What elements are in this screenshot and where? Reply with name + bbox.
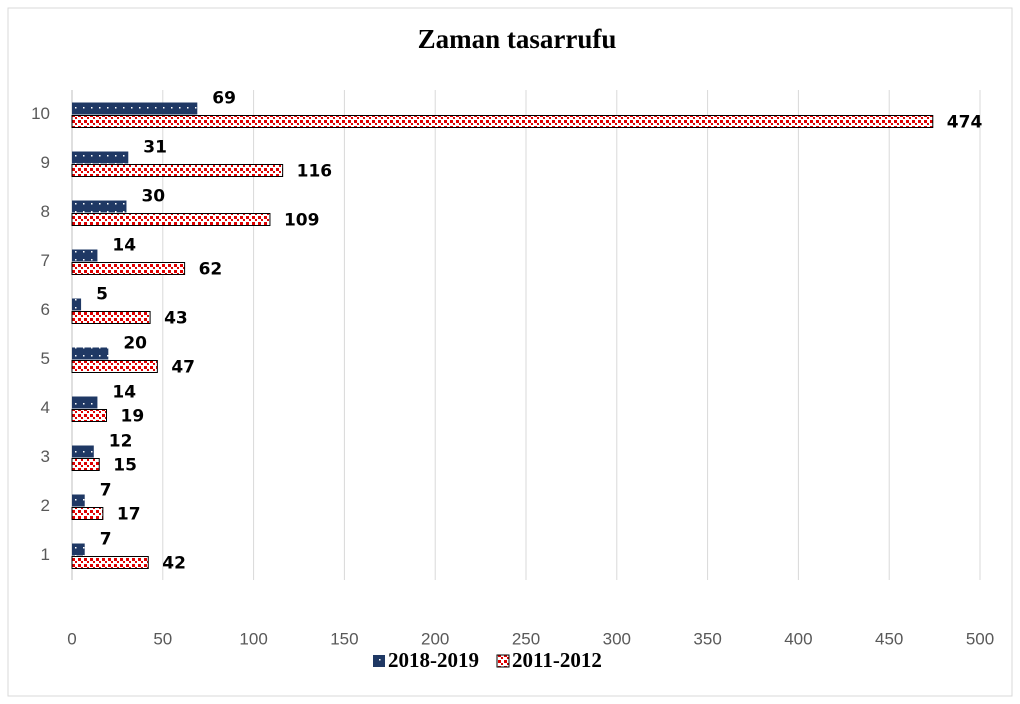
bar	[71, 409, 108, 422]
x-tick-label: 100	[239, 629, 267, 648]
data-label: 42	[162, 554, 186, 574]
x-tick-label: 0	[67, 629, 76, 648]
x-tick-label: 250	[512, 629, 540, 648]
data-label: 109	[284, 211, 320, 231]
chart-title: Zaman tasarrufu	[418, 24, 617, 54]
bar	[71, 213, 271, 226]
y-tick-label: 10	[31, 104, 50, 123]
bar	[71, 556, 149, 569]
legend-swatch	[496, 654, 510, 668]
legend-swatch	[373, 655, 385, 667]
data-label: 7	[100, 481, 112, 501]
bar	[72, 102, 198, 115]
bar	[72, 151, 129, 164]
bar	[72, 347, 109, 360]
data-label: 43	[164, 309, 188, 329]
data-label: 474	[947, 113, 983, 133]
data-label: 12	[109, 432, 133, 452]
data-label: 19	[121, 407, 145, 427]
data-label: 69	[212, 89, 236, 109]
bar	[72, 494, 85, 507]
y-tick-label: 2	[41, 496, 50, 515]
legend-label: 2018-2019	[388, 648, 479, 672]
x-tick-label: 500	[966, 629, 994, 648]
bar	[71, 458, 100, 471]
x-tick-label: 350	[693, 629, 721, 648]
bar	[72, 543, 85, 556]
x-tick-label: 400	[784, 629, 812, 648]
data-label: 5	[96, 285, 108, 305]
x-tick-label: 450	[875, 629, 903, 648]
bar	[72, 249, 98, 262]
data-label: 62	[199, 260, 223, 280]
data-label: 47	[171, 358, 195, 378]
y-tick-label: 3	[41, 447, 50, 466]
data-label: 7	[100, 530, 112, 550]
y-tick-label: 1	[41, 545, 50, 564]
data-label: 30	[141, 187, 165, 207]
data-label: 14	[112, 236, 136, 256]
bar	[71, 507, 104, 520]
y-tick-label: 7	[41, 251, 50, 270]
data-label: 17	[117, 505, 141, 525]
x-tick-label: 300	[603, 629, 631, 648]
x-tick-label: 150	[330, 629, 358, 648]
legend-label: 2011-2012	[512, 648, 602, 672]
y-tick-label: 8	[41, 202, 50, 221]
y-tick-label: 6	[41, 300, 50, 319]
data-label: 31	[143, 138, 167, 158]
data-label: 20	[123, 334, 147, 354]
bar	[71, 262, 186, 275]
data-label: 116	[297, 162, 333, 182]
bar	[71, 360, 158, 373]
x-tick-label: 200	[421, 629, 449, 648]
bar	[71, 311, 151, 324]
bar	[72, 396, 98, 409]
data-label: 15	[113, 456, 137, 476]
bar	[72, 445, 94, 458]
data-label: 14	[112, 383, 136, 403]
y-tick-label: 9	[41, 153, 50, 172]
y-tick-label: 5	[41, 349, 50, 368]
bar	[72, 298, 82, 311]
y-tick-label: 4	[41, 398, 50, 417]
bar	[71, 115, 934, 128]
x-tick-label: 50	[153, 629, 172, 648]
bar	[71, 164, 284, 177]
bar	[72, 200, 127, 213]
